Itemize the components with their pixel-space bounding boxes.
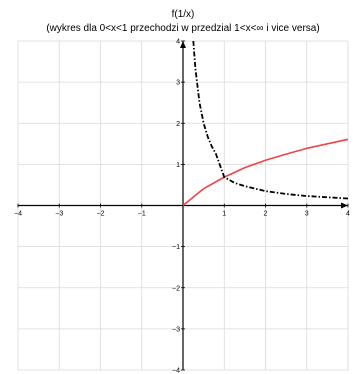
chart-title: f(1/x) [172,9,195,20]
x-tick-label: −1 [138,211,146,218]
data-point [306,196,307,197]
x-tick-label: 4 [346,211,350,218]
x-tick-label: −3 [55,211,63,218]
y-tick-label: −2 [172,285,180,292]
y-tick-label: −3 [172,326,180,333]
y-tick-label: −4 [172,368,180,374]
data-point [207,137,208,138]
data-point [286,154,287,155]
data-point [203,123,204,124]
y-tick-label: 1 [176,162,180,169]
data-point [265,191,266,192]
x-axis-arrow-icon [341,202,348,209]
data-point [183,205,184,206]
y-axis-arrow-icon [180,41,186,48]
x-tick-label: 1 [222,211,226,218]
series-layer [182,40,349,207]
y-tick-label: 2 [176,121,180,128]
data-point [234,183,235,184]
series-line-solid-red [182,138,349,207]
data-point [203,188,204,189]
data-point [265,160,266,161]
data-point [306,148,307,149]
data-point [216,154,217,155]
x-tick-label: −4 [14,211,22,218]
tick-labels: −4 −3 −2 −1 1 2 3 4 −4 −3 −2 −1 1 2 3 4 [14,39,350,374]
data-point [195,68,196,69]
data-point [286,194,287,195]
data-point [224,177,225,178]
data-point [327,197,328,198]
data-point [212,146,213,147]
series-line-dash-dot-black [192,40,349,200]
data-point [193,41,194,42]
y-tick-label: 4 [176,39,180,46]
data-point [348,139,349,140]
chart-subtitle: (wykres dla 0<x<1 przechodzi w przedzial… [46,23,319,34]
data-point [245,186,246,187]
data-point [327,144,328,145]
data-point [245,167,246,168]
x-tick-label: 3 [305,211,309,218]
x-tick-label: 2 [264,211,268,218]
y-tick-label: −1 [172,244,180,251]
x-tick-label: −2 [97,211,105,218]
data-point [348,198,349,199]
y-tick-label: 3 [176,80,180,87]
data-point [199,102,200,103]
